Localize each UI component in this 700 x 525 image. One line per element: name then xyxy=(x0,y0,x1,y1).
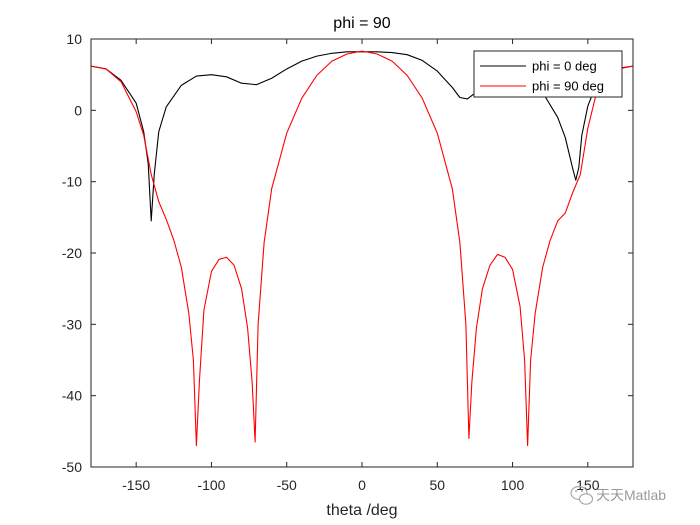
series-layer xyxy=(90,50,634,447)
legend-box xyxy=(473,50,623,98)
legend: phi = 0 deg phi = 90 deg xyxy=(473,50,623,98)
x-tick-label: 50 xyxy=(429,477,445,493)
y-tick-label: -30 xyxy=(62,316,82,332)
x-axis-label: theta /deg xyxy=(326,502,397,519)
x-tick-label: 0 xyxy=(358,477,366,493)
x-tick-label: 100 xyxy=(501,477,525,493)
watermark: 天天Matlab xyxy=(570,485,666,505)
y-tick-label: -50 xyxy=(62,459,82,475)
y-tick-label: 0 xyxy=(74,102,82,118)
legend-label-phi-90: phi = 90 deg xyxy=(532,79,604,94)
y-tick-label: 10 xyxy=(66,31,82,47)
series-line-1 xyxy=(90,50,634,447)
wechat-icon xyxy=(570,485,594,505)
chart-title: phi = 90 xyxy=(333,15,390,32)
y-tick-label: -40 xyxy=(62,388,82,404)
plot-area xyxy=(91,39,633,467)
x-tick-label: -50 xyxy=(277,477,297,493)
y-tick-label: -10 xyxy=(62,174,82,190)
series-line-0 xyxy=(90,51,634,222)
x-tick-label: -100 xyxy=(197,477,225,493)
x-tick-label: 150 xyxy=(576,477,600,493)
legend-label-phi-0: phi = 0 deg xyxy=(532,59,597,74)
y-tick-label: -20 xyxy=(62,245,82,261)
x-tick-label: -150 xyxy=(122,477,150,493)
watermark-text: 天天Matlab xyxy=(596,487,666,503)
